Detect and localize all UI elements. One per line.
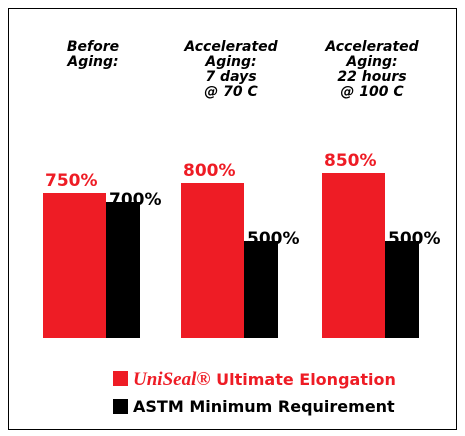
category-label: Accelerated Aging: 7 days @ 70 C (184, 39, 278, 100)
legend-swatch (113, 371, 128, 386)
value-label: 800% (183, 160, 236, 181)
bar (43, 192, 106, 338)
bar (322, 173, 385, 338)
category-label: Accelerated Aging: 22 hours @ 100 C (325, 39, 419, 100)
legend-label: UniSeal® Ultimate Elongation (133, 369, 396, 390)
value-label: 850% (324, 151, 377, 172)
value-label: 700% (109, 190, 162, 211)
value-label: 750% (45, 170, 98, 191)
value-label: 500% (247, 229, 300, 249)
legend-swatch (113, 399, 128, 414)
value-label: 500% (388, 229, 441, 249)
bar (181, 182, 244, 338)
bar (385, 241, 419, 338)
legend-label: ASTM Minimum Requirement (133, 397, 395, 416)
bar (244, 241, 278, 338)
frame (8, 8, 457, 430)
bar (106, 202, 140, 338)
category-label: Before Aging: (66, 39, 120, 70)
